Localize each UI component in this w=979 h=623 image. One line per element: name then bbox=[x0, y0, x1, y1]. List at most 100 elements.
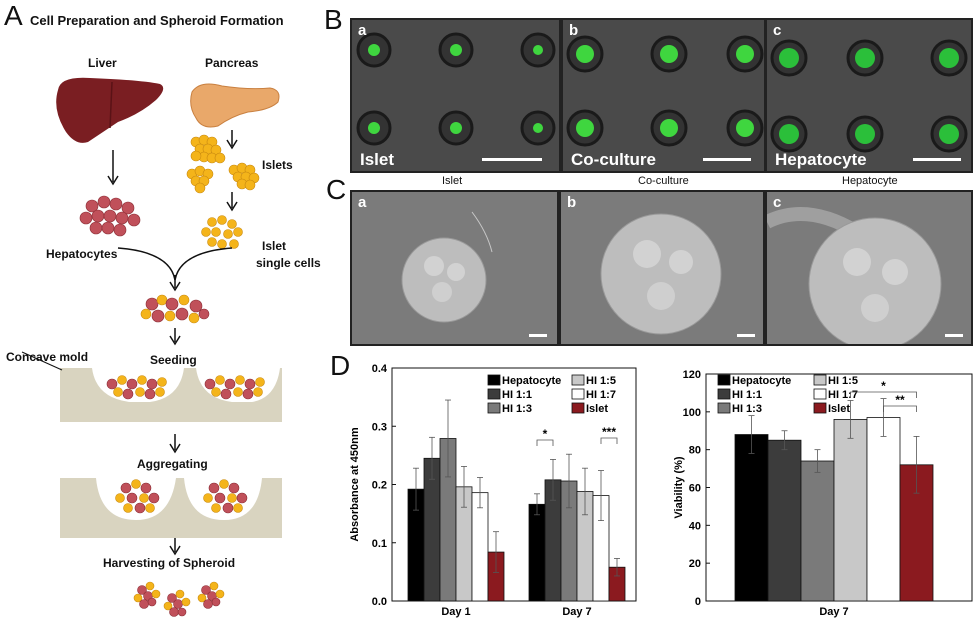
x-category-label: Day 1 bbox=[441, 606, 470, 618]
y-tick-label: 0.2 bbox=[372, 480, 387, 492]
y-tick-label: 20 bbox=[689, 558, 701, 570]
y-tick-label: 0.4 bbox=[372, 363, 388, 375]
bar bbox=[471, 492, 489, 602]
tile-sub-a: a bbox=[358, 22, 367, 39]
tile-label-hepatocyte: Hepatocyte bbox=[775, 150, 867, 169]
bar bbox=[423, 457, 441, 602]
legend-label: HI 1:3 bbox=[502, 403, 532, 415]
micrograph-hepatocyte: c Hepatocyte bbox=[765, 18, 973, 173]
sem-image-hepatocyte: c bbox=[765, 190, 973, 346]
label-islet-single-1: Islet bbox=[262, 239, 287, 253]
pancreas-illustration bbox=[190, 83, 280, 128]
y-tick-label: 0.3 bbox=[372, 421, 387, 433]
legend-label: HI 1:3 bbox=[732, 403, 762, 415]
scale-bar bbox=[703, 158, 751, 161]
legend-swatch bbox=[813, 402, 827, 414]
scale-bar bbox=[482, 158, 542, 161]
sem-header-hepatocyte: Hepatocyte bbox=[842, 175, 898, 187]
y-tick-label: 40 bbox=[689, 520, 701, 532]
significance-label: * bbox=[543, 427, 548, 441]
legend-swatch bbox=[571, 402, 585, 414]
bar bbox=[833, 419, 868, 602]
micrograph-coculture: b Co-culture bbox=[561, 18, 766, 173]
significance-bracket bbox=[536, 439, 554, 446]
y-tick-label: 60 bbox=[689, 483, 701, 495]
spheroids-illustration bbox=[133, 581, 225, 617]
sem-sub-a: a bbox=[358, 194, 367, 211]
bar bbox=[800, 460, 835, 602]
islets-illustration bbox=[186, 134, 260, 194]
sem-scale-bar bbox=[529, 334, 547, 337]
label-harvesting: Harvesting of Spheroid bbox=[103, 556, 236, 570]
chart-absorbance: 0.0 0.1 0.2 0.3 0.4 Absorbance at 450nm Day 1 D… bbox=[349, 363, 637, 618]
legend-label: HI 1:7 bbox=[828, 389, 858, 401]
y-tick-label: 0.0 bbox=[372, 596, 387, 608]
sem-header-coculture: Co-culture bbox=[638, 175, 689, 187]
y-tick-label: 0.1 bbox=[372, 538, 387, 550]
legend-label: Islet bbox=[586, 403, 608, 415]
x-category-label: Day 7 bbox=[562, 606, 591, 618]
panel-letter-c: C bbox=[326, 174, 347, 205]
legend-swatch bbox=[813, 388, 827, 400]
legend-swatch bbox=[813, 374, 827, 386]
x-category-label: Day 7 bbox=[819, 606, 848, 618]
label-concave-mold: Concave mold bbox=[6, 350, 89, 364]
panel-letter-a: A bbox=[4, 0, 23, 31]
concave-mold-2 bbox=[60, 478, 282, 538]
sem-header-islet: Islet bbox=[442, 175, 463, 187]
legend-swatch bbox=[571, 374, 585, 386]
label-pancreas: Pancreas bbox=[205, 56, 259, 70]
bar bbox=[734, 434, 769, 602]
significance-label: ** bbox=[895, 393, 905, 407]
y-tick-label: 120 bbox=[683, 369, 701, 381]
scale-bar bbox=[913, 158, 961, 161]
tile-sub-b: b bbox=[569, 22, 579, 39]
panel-a-title: Cell Preparation and Spheroid Formation bbox=[30, 13, 284, 28]
legend-label: HI 1:5 bbox=[586, 375, 616, 387]
mixed-cells-illustration bbox=[140, 294, 210, 324]
legend-label: HI 1:1 bbox=[502, 389, 532, 401]
y-tick-label: 100 bbox=[683, 407, 701, 419]
legend-swatch bbox=[487, 374, 501, 386]
legend-label: HI 1:1 bbox=[732, 389, 762, 401]
micrograph-islet: a Islet bbox=[350, 18, 561, 173]
chart-viability: 0 20 40 60 80 100 120 Viability (%) Day 7 Hepatoc… bbox=[673, 369, 973, 618]
y-axis-label: Absorbance at 450nm bbox=[349, 427, 361, 542]
legend-swatch bbox=[717, 388, 731, 400]
label-seeding: Seeding bbox=[150, 353, 197, 367]
y-axis-label: Viability (%) bbox=[673, 456, 685, 518]
legend-label: Hepatocyte bbox=[502, 375, 561, 387]
sem-sub-c: c bbox=[773, 194, 782, 211]
label-islet-single-2: single cells bbox=[256, 256, 321, 270]
legend-label: Islet bbox=[828, 403, 850, 415]
label-hepatocytes: Hepatocytes bbox=[46, 247, 118, 261]
tile-sub-c: c bbox=[773, 22, 782, 39]
bar bbox=[767, 439, 802, 602]
significance-label: *** bbox=[602, 425, 616, 439]
legend-swatch bbox=[571, 388, 585, 400]
legend-label: HI 1:5 bbox=[828, 375, 858, 387]
liver-illustration bbox=[56, 77, 164, 143]
legend-swatch bbox=[487, 402, 501, 414]
sem-image-islet: a bbox=[350, 190, 559, 346]
single-cells-illustration bbox=[201, 215, 243, 249]
sem-sub-b: b bbox=[567, 194, 577, 211]
legend-swatch bbox=[717, 402, 731, 414]
sem-image-coculture: b bbox=[559, 190, 765, 346]
significance-bracket bbox=[600, 437, 618, 444]
hepatocytes-illustration bbox=[79, 195, 141, 237]
y-tick-label: 80 bbox=[689, 445, 701, 457]
sem-scale-bar bbox=[945, 334, 963, 337]
label-islets: Islets bbox=[262, 158, 293, 172]
significance-bracket bbox=[883, 405, 917, 412]
tile-label-coculture: Co-culture bbox=[571, 150, 656, 169]
tile-label-islet: Islet bbox=[360, 150, 395, 169]
significance-label: * bbox=[881, 379, 886, 393]
label-aggregating: Aggregating bbox=[137, 457, 208, 471]
sem-scale-bar bbox=[737, 334, 755, 337]
workflow-diagram bbox=[21, 77, 282, 617]
y-tick-label: 0 bbox=[695, 596, 701, 608]
legend-swatch bbox=[487, 388, 501, 400]
bar bbox=[866, 417, 901, 602]
legend-swatch bbox=[717, 374, 731, 386]
